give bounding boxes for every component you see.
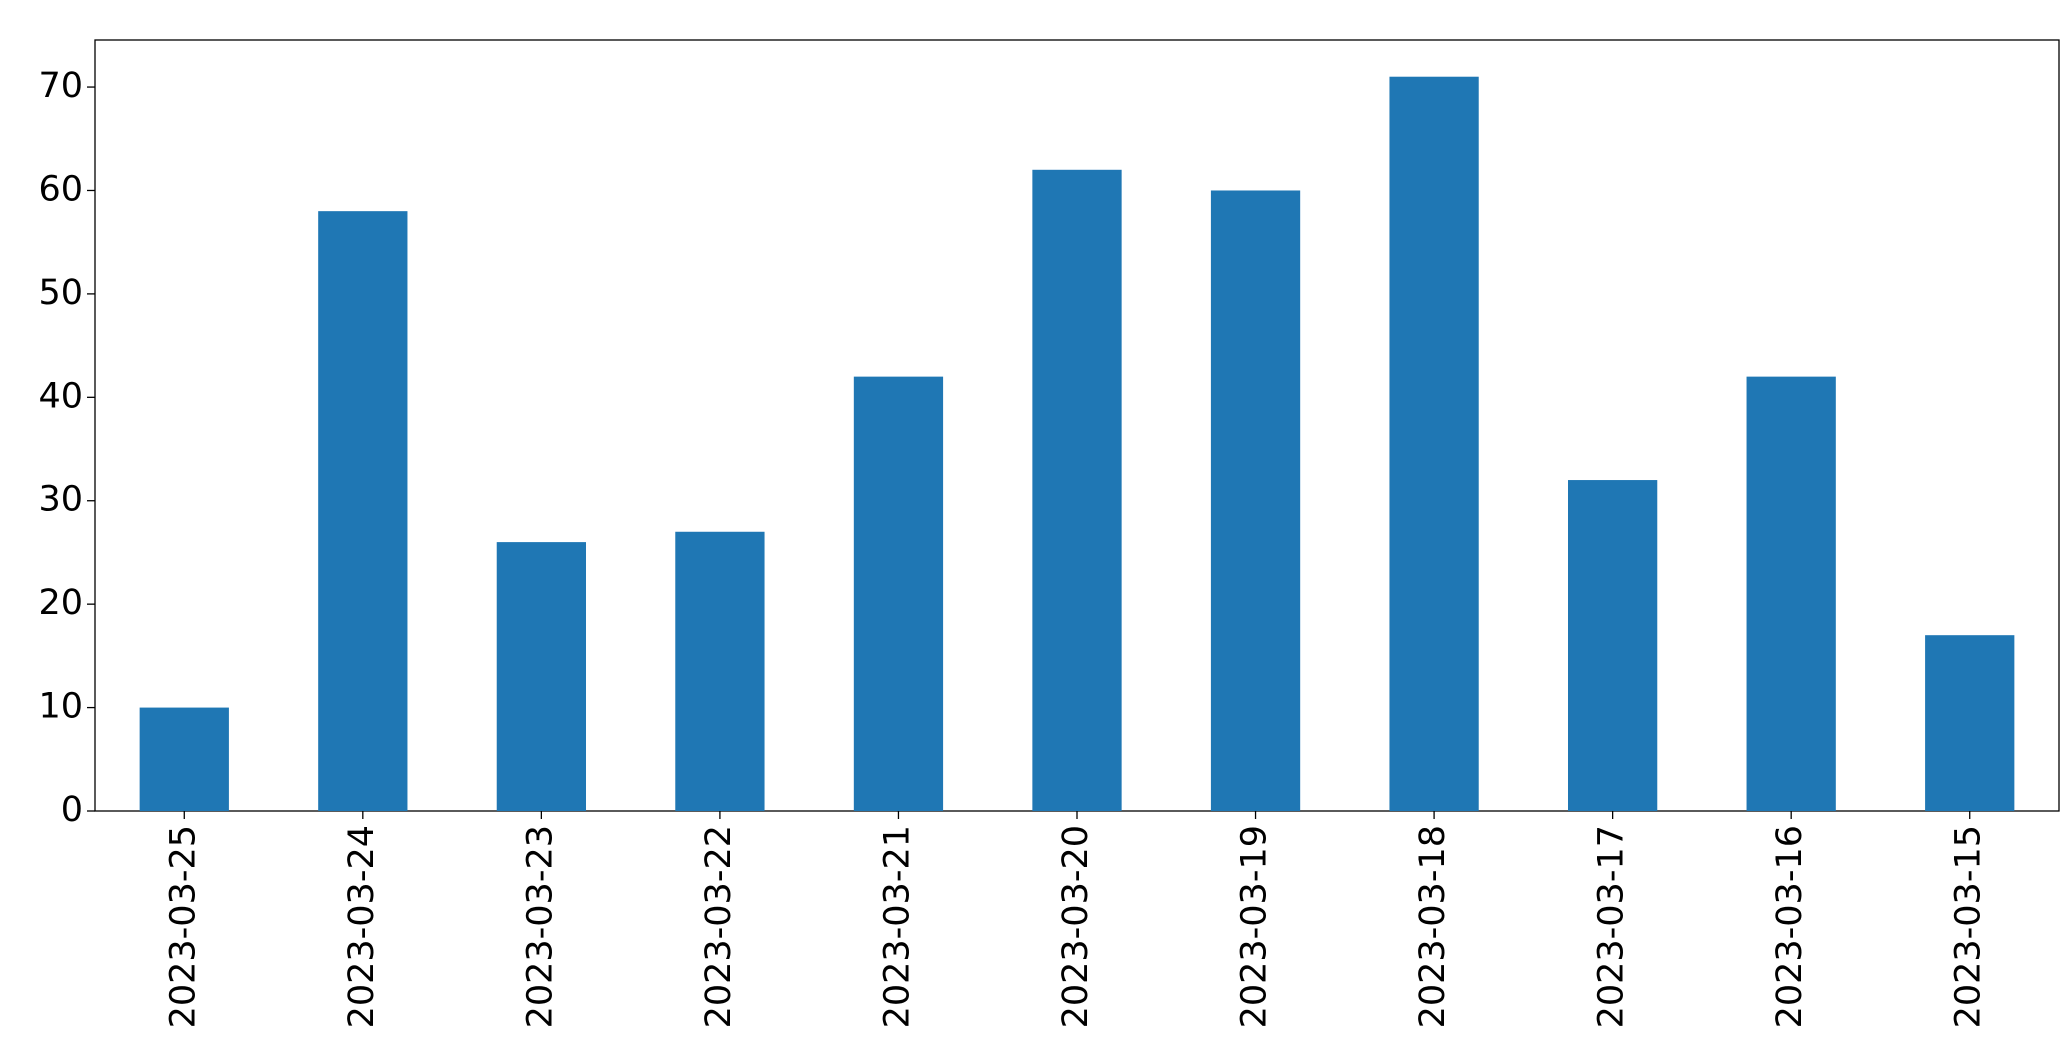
x-tick-label: 2023-03-23 (520, 825, 560, 1028)
y-tick-label: 20 (38, 583, 83, 623)
y-tick-label: 50 (38, 273, 83, 313)
bar (496, 542, 586, 811)
x-tick-label: 2023-03-21 (877, 825, 917, 1028)
x-tick-label: 2023-03-25 (163, 825, 203, 1028)
bar (1032, 169, 1122, 812)
bar (853, 376, 944, 811)
x-tick-label: 2023-03-18 (1413, 825, 1453, 1028)
bar (1746, 376, 1836, 811)
bar (675, 531, 765, 811)
bar (1925, 635, 2015, 811)
y-tick-label: 0 (61, 790, 83, 830)
x-tick-label: 2023-03-16 (1770, 825, 1810, 1028)
y-tick-label: 60 (38, 169, 83, 209)
bar (1210, 190, 1301, 811)
bar (1568, 480, 1658, 811)
y-tick-label: 30 (38, 480, 83, 520)
x-tick-label: 2023-03-24 (342, 825, 382, 1028)
x-tick-label: 2023-03-17 (1592, 825, 1632, 1028)
y-tick-label: 10 (38, 687, 83, 727)
x-tick-label: 2023-03-22 (699, 825, 739, 1028)
x-tick-label: 2023-03-19 (1235, 825, 1275, 1028)
x-tick-label: 2023-03-15 (1949, 825, 1989, 1028)
bar (318, 211, 408, 812)
y-tick-label: 70 (38, 66, 83, 106)
bar (139, 707, 229, 811)
y-tick-label: 40 (38, 376, 83, 416)
x-tick-label: 2023-03-20 (1056, 825, 1096, 1028)
bar (1389, 76, 1479, 811)
